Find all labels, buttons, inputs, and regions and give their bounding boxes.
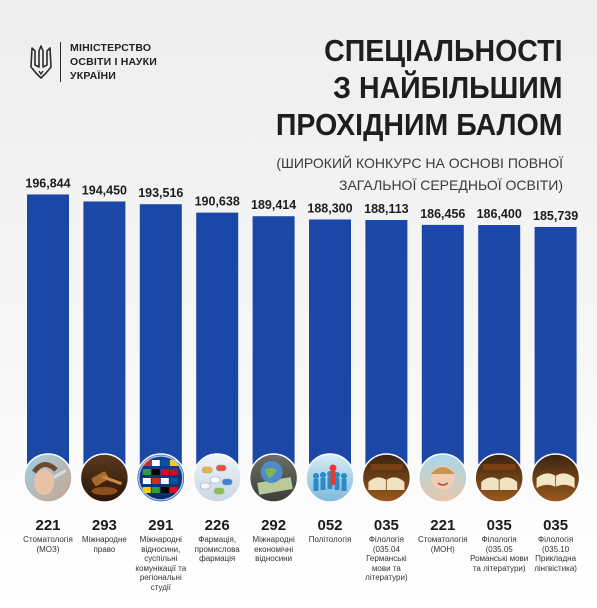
ministry-line: ОСВІТИ І НАУКИ	[70, 56, 158, 68]
dentist-photo-icon	[23, 453, 73, 503]
chart-title-line: СПЕЦІАЛЬНОСТІ	[324, 33, 563, 68]
bar-value-label: 196,844	[25, 176, 70, 190]
specialty-code: 221	[35, 517, 61, 534]
chart-subtitle: (ШИРОКИЙ КОНКУРС НА ОСНОВІ ПОВНОЇ ЗАГАЛЬ…	[276, 152, 563, 196]
category-label: 226 Фармація, промислова фармація	[187, 517, 247, 564]
bar	[534, 226, 577, 489]
bar-value-label: 185,739	[533, 209, 578, 223]
bar-value-label: 188,300	[307, 201, 352, 215]
ministry-line: МІНІСТЕРСТВО	[70, 42, 152, 54]
open-book-icon	[530, 453, 581, 503]
books-icon	[474, 453, 524, 503]
category-label: 052 Політологія	[300, 517, 360, 545]
books-icon	[361, 453, 412, 503]
specialty-code: 035	[543, 517, 569, 534]
bar	[309, 219, 351, 488]
chart-subtitle-line: (ШИРОКИЙ КОНКУРС НА ОСНОВІ ПОВНОЇ	[276, 155, 563, 171]
bar	[252, 216, 295, 488]
category-label: 221 Стоматологія (МОЗ)	[18, 517, 78, 554]
bar-value-label: 194,450	[82, 183, 127, 197]
specialty-code: 291	[148, 517, 174, 534]
chart-title: СПЕЦІАЛЬНОСТІ З НАЙБІЛЬШИМ ПРОХІДНИМ БАЛ…	[276, 32, 563, 143]
specialty-name: Міжнародне право	[81, 535, 127, 554]
child-dental-icon	[418, 453, 468, 503]
specialty-code: 221	[430, 517, 456, 534]
category-label: 292 Міжнародні економічні відносини	[244, 517, 304, 564]
category-label: 293 Міжнародне право	[74, 517, 134, 554]
bar	[27, 194, 69, 489]
gavel-icon	[79, 453, 130, 503]
bar	[478, 225, 521, 489]
category-label: 291 Міжнародні відносини, суспільні комун…	[131, 517, 191, 592]
bar	[139, 204, 182, 489]
globe-flags-icon	[136, 453, 186, 503]
specialty-name: Філологія (035.04 Германські мови та літ…	[365, 535, 408, 582]
specialty-name: Міжнародні економічні відносини	[252, 535, 295, 563]
category-label: 221 Стоматологія (МОН)	[413, 517, 473, 554]
bar-value-label: 186,400	[477, 207, 522, 221]
specialty-name: Стоматологія (МОН)	[417, 535, 468, 554]
trident-icon	[30, 45, 52, 79]
specialty-code: 226	[204, 517, 230, 534]
specialty-name: Філологія (035.05 Романські мови та літе…	[470, 535, 529, 573]
bar	[196, 212, 239, 488]
bar-value-label: 190,638	[195, 195, 240, 209]
chart-title-line: ПРОХІДНИМ БАЛОМ	[276, 107, 563, 142]
category-label: 035 Філологія (035.05 Романські мови та л…	[469, 517, 529, 573]
specialty-name: Міжнародні відносини, суспільні комуніка…	[135, 535, 187, 592]
specialty-name: Філологія (035.10 Прикладна лінгвістика)	[534, 535, 577, 573]
specialty-name: Стоматологія (МОЗ)	[23, 535, 73, 554]
bar	[83, 201, 126, 488]
money-globe-icon	[248, 453, 299, 503]
bar-value-label: 186,456	[420, 207, 465, 221]
bar	[421, 224, 464, 488]
political-figures-icon	[305, 453, 355, 503]
bar-value-label: 193,516	[138, 186, 183, 200]
specialty-name: Політологія	[308, 535, 352, 544]
bar-value-label: 188,113	[364, 202, 409, 216]
chart-subtitle-line: ЗАГАЛЬНОЇ СЕРЕДНЬОЇ ОСВІТИ)	[338, 177, 563, 193]
specialty-name: Фармація, промислова фармація	[194, 535, 240, 563]
bar	[365, 220, 408, 489]
pills-icon	[192, 453, 242, 503]
ministry-line: УКРАЇНИ	[70, 70, 117, 82]
category-label: 035 Філологія (035.04 Германські мови та …	[356, 517, 416, 583]
specialty-code: 293	[91, 517, 117, 534]
specialty-code: 035	[373, 517, 399, 534]
category-label: 035 Філологія (035.10 Прикладна лінгвісти…	[526, 517, 586, 573]
ministry-name: МІНІСТЕРСТВО ОСВІТИ І НАУКИ УКРАЇНИ	[70, 41, 157, 83]
specialty-code: 035	[486, 517, 512, 534]
ministry-logo: МІНІСТЕРСТВО ОСВІТИ І НАУКИ УКРАЇНИ	[30, 40, 157, 84]
chart-title-line: З НАЙБІЛЬШИМ	[333, 70, 563, 105]
logo-divider	[60, 42, 61, 82]
specialty-code: 052	[317, 517, 343, 534]
specialty-code: 292	[261, 517, 287, 534]
bar-value-label: 189,414	[251, 198, 296, 212]
